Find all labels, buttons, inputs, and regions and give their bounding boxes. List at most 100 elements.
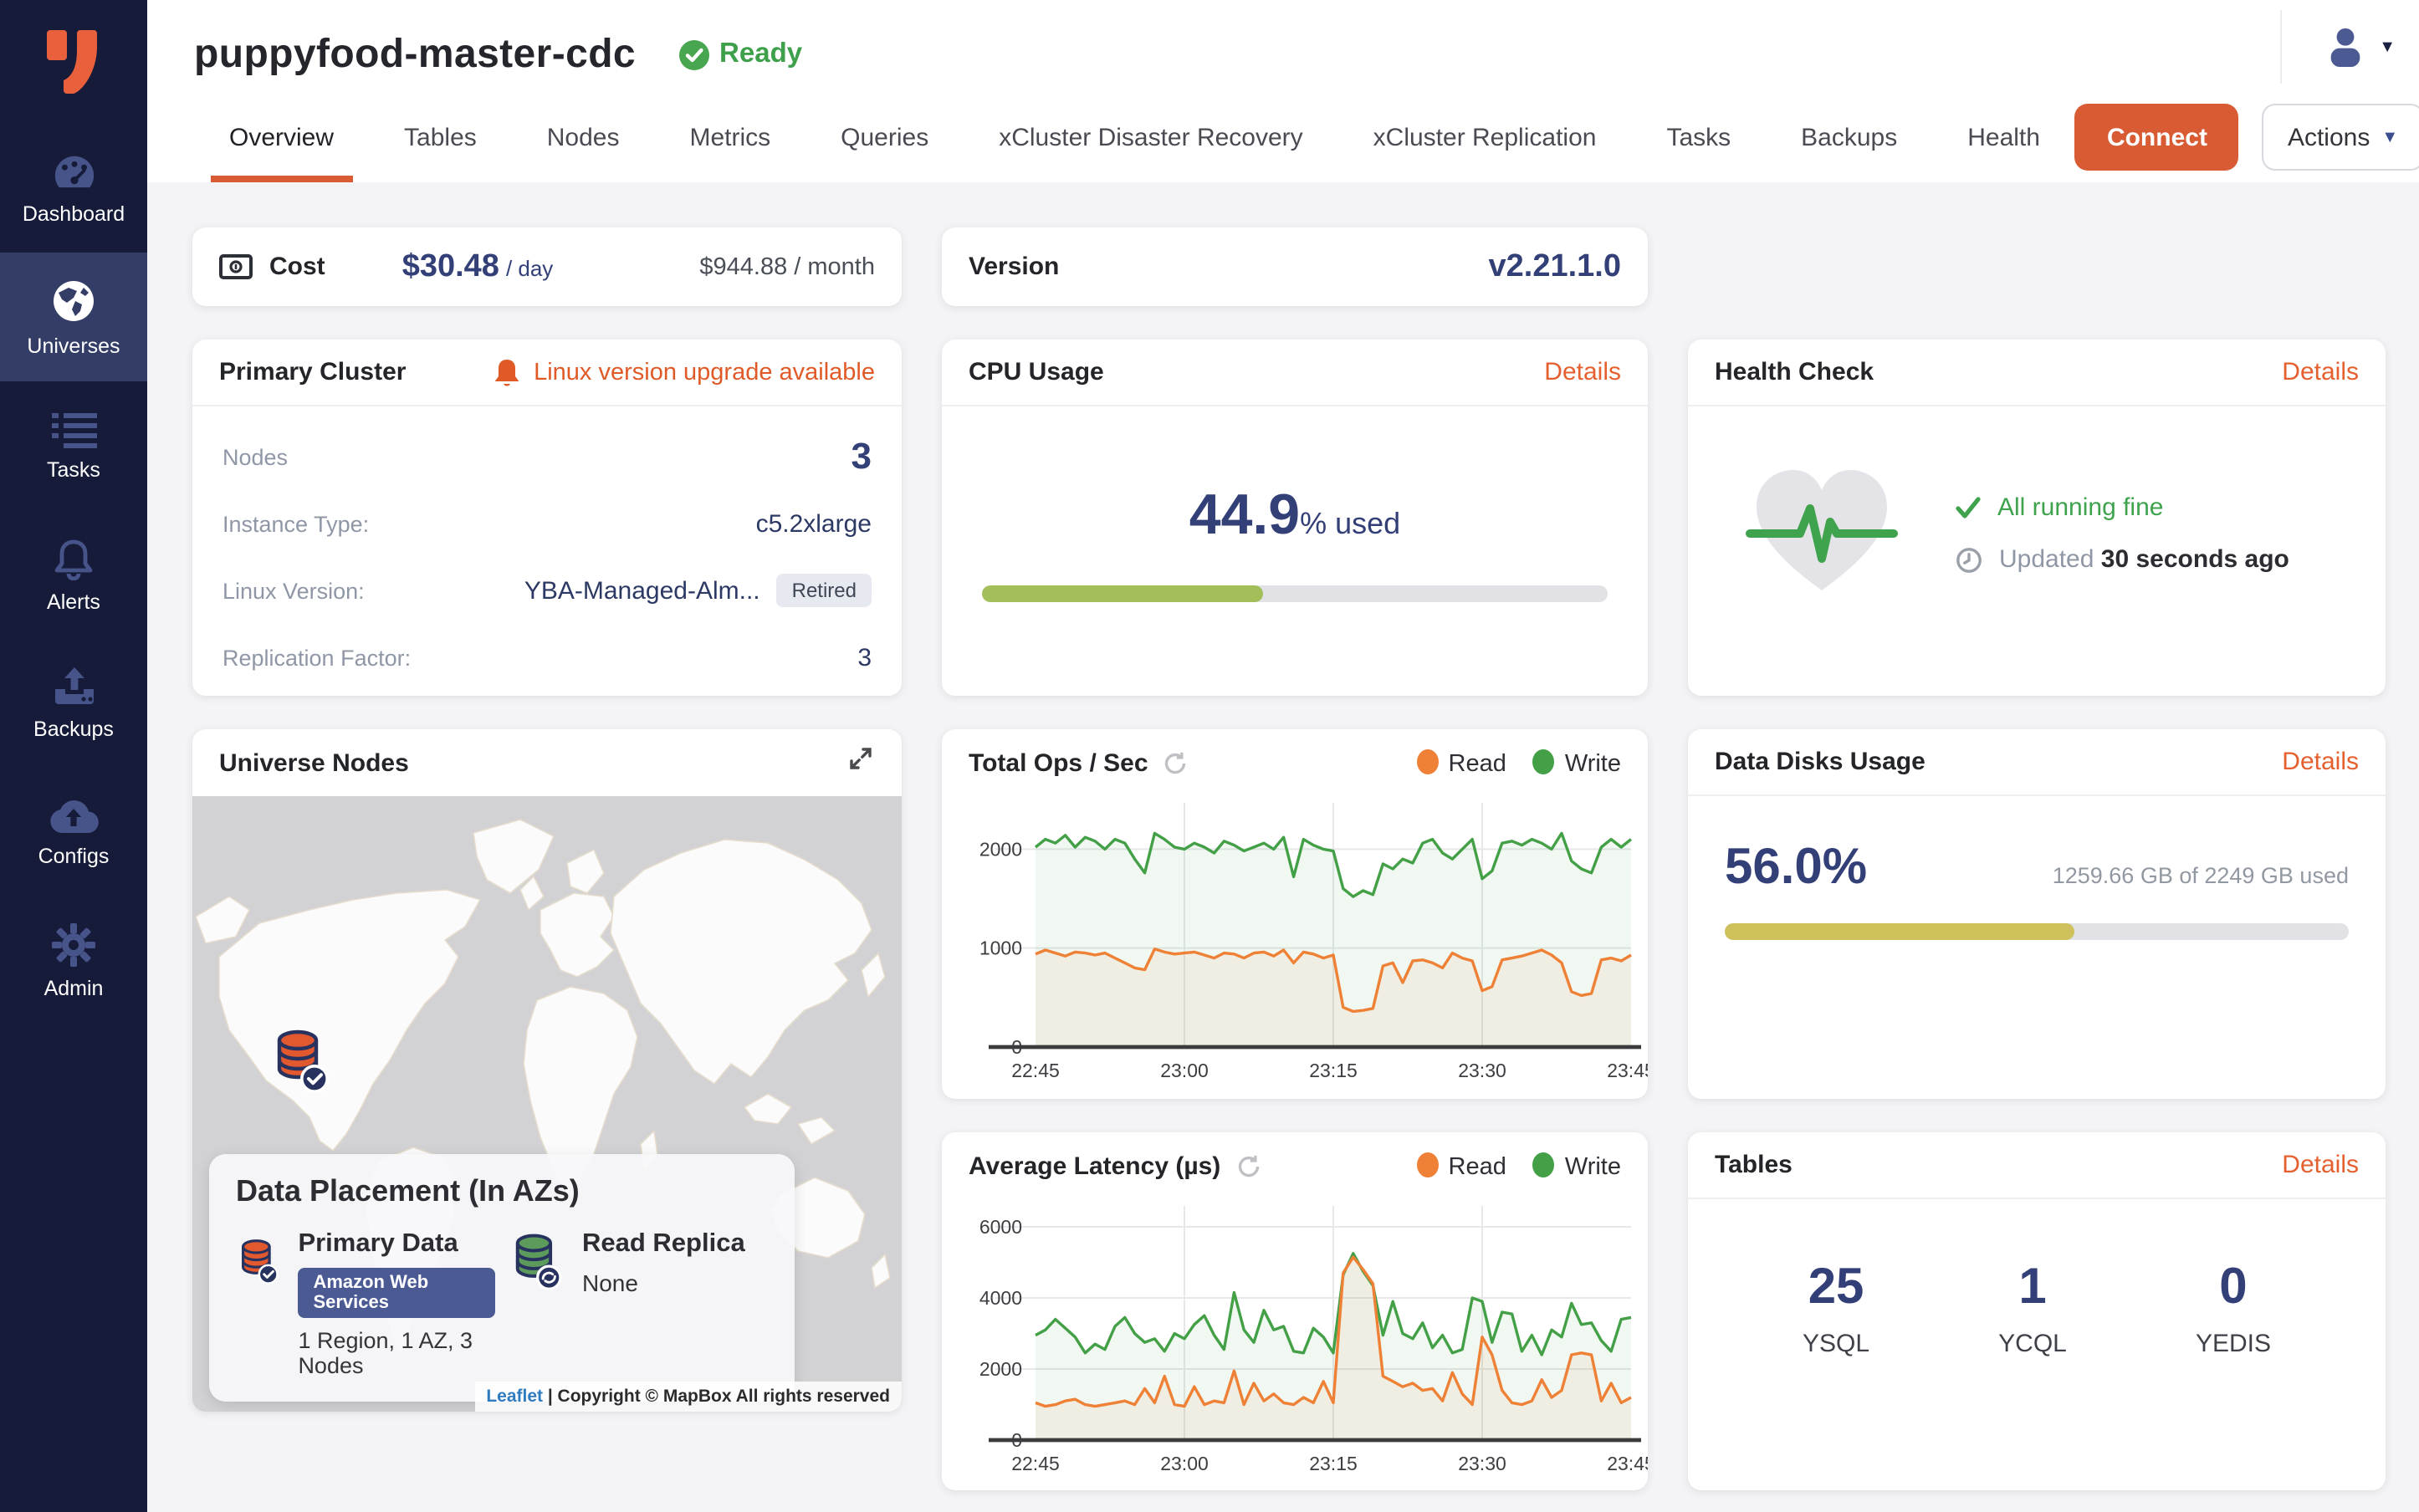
tab-health[interactable]: Health <box>1967 123 2040 151</box>
tab-xcluster-replication[interactable]: xCluster Replication <box>1373 123 1597 151</box>
aws-provider-badge: Amazon Web Services <box>298 1268 495 1318</box>
cpu-percent-suffix: % used <box>1300 507 1401 540</box>
clock-icon <box>1956 547 1982 572</box>
cpu-usage-title: CPU Usage <box>969 358 1104 386</box>
chart-legend: Read Write <box>1416 1152 1621 1180</box>
universe-nodes-header: Universe Nodes <box>192 729 902 796</box>
yugabyte-logo-icon <box>47 30 97 94</box>
banknote-icon <box>219 254 253 279</box>
cluster-row-nodes: Nodes 3 <box>222 435 872 477</box>
svg-text:22:45: 22:45 <box>1011 1453 1060 1474</box>
tables-details-link[interactable]: Details <box>2282 1151 2359 1179</box>
sidebar-item-label: Admin <box>43 976 104 999</box>
primary-cluster-header: Primary Cluster Linux version upgrade av… <box>192 340 902 406</box>
tab-metrics[interactable]: Metrics <box>689 123 771 151</box>
primary-cluster-body: Nodes 3 Instance Type: c5.2xlarge Linux … <box>192 406 902 691</box>
data-disks-header: Data Disks Usage Details <box>1688 729 2386 796</box>
primary-data-summary: 1 Region, 1 AZ, 3 Nodes <box>298 1328 473 1378</box>
sidebar-item-dashboard[interactable]: Dashboard <box>0 124 147 253</box>
primary-data-icon <box>242 1239 279 1285</box>
tab-overview[interactable]: Overview <box>194 92 369 182</box>
sidebar-item-alerts[interactable]: Alerts <box>0 510 147 639</box>
retired-badge: Retired <box>776 574 872 607</box>
version-card: Version v2.21.1.0 <box>942 227 1648 306</box>
tab-bar: Overview Tables Nodes Metrics Queries xC… <box>147 92 2419 182</box>
sidebar-item-configs[interactable]: Configs <box>0 768 147 896</box>
linux-upgrade-alert[interactable]: Linux version upgrade available <box>494 357 875 387</box>
check-circle-icon <box>679 39 710 69</box>
avg-latency-title: Average Latency (µs) <box>969 1152 1221 1180</box>
chevron-down-icon: ▼ <box>2379 38 2396 56</box>
refresh-icon[interactable] <box>1163 750 1189 775</box>
connect-button[interactable]: Connect <box>2074 104 2239 171</box>
sidebar-item-universes[interactable]: Universes <box>0 253 147 381</box>
user-menu[interactable]: ▼ <box>2280 10 2396 84</box>
tables-card: Tables Details 25 YSQL 1 YCQL 0 YEDIS <box>1688 1132 2386 1490</box>
world-map[interactable]: Data Placement (In AZs) <box>192 796 902 1412</box>
svg-text:23:30: 23:30 <box>1458 1453 1506 1474</box>
health-status-line: All running fine <box>1956 493 2289 522</box>
cluster-row-replication-factor: Replication Factor: 3 <box>222 643 872 672</box>
task-list-icon <box>51 412 96 447</box>
tables-count-yedis: 0 YEDIS <box>2195 1259 2271 1358</box>
expand-icon[interactable] <box>846 744 875 781</box>
sidebar-item-label: Dashboard <box>22 202 125 225</box>
chevron-down-icon: ▼ <box>2381 128 2399 146</box>
refresh-icon[interactable] <box>1235 1153 1261 1178</box>
tables-header: Tables Details <box>1688 1132 2386 1199</box>
svg-text:23:45: 23:45 <box>1607 1453 1648 1474</box>
cpu-usage-card: CPU Usage Details 44.9% used <box>942 340 1648 696</box>
svg-text:23:00: 23:00 <box>1160 1060 1209 1081</box>
tab-tables[interactable]: Tables <box>404 123 477 151</box>
disk-progress-track <box>1725 923 2349 940</box>
sidebar-item-label: Backups <box>33 717 114 740</box>
cloud-upload-icon <box>50 799 99 833</box>
primary-data-block: Primary Data Amazon Web Services 1 Regio… <box>236 1229 495 1378</box>
total-ops-card: Total Ops / Sec Read Write 01000200022:4… <box>942 729 1648 1099</box>
yugabyte-logo[interactable] <box>0 0 147 124</box>
sidebar-item-backups[interactable]: Backups <box>0 639 147 768</box>
disk-usage-text: 1259.66 GB of 2249 GB used <box>2052 863 2349 888</box>
total-ops-title: Total Ops / Sec <box>969 748 1148 777</box>
primary-cluster-card: Primary Cluster Linux version upgrade av… <box>192 340 902 696</box>
primary-node-marker[interactable] <box>269 1027 333 1102</box>
map-attribution: Leaflet | Copyright © MapBox All rights … <box>474 1382 902 1412</box>
health-check-card: Health Check Details All running fine <box>1688 340 2386 696</box>
tab-xcluster-dr[interactable]: xCluster Disaster Recovery <box>999 123 1303 151</box>
cpu-details-link[interactable]: Details <box>1544 358 1621 386</box>
svg-text:4000: 4000 <box>979 1287 1022 1309</box>
read-replica-block: Read Replica None <box>509 1229 768 1378</box>
bell-icon <box>54 539 93 580</box>
tab-nodes[interactable]: Nodes <box>546 123 620 151</box>
read-replica-icon <box>515 1234 562 1290</box>
tab-backups[interactable]: Backups <box>1801 123 1898 151</box>
disks-details-link[interactable]: Details <box>2282 748 2359 776</box>
svg-text:23:45: 23:45 <box>1607 1060 1648 1081</box>
primary-data-label: Primary Data <box>298 1229 458 1258</box>
health-details-link[interactable]: Details <box>2282 358 2359 386</box>
sidebar-item-label: Tasks <box>47 457 100 481</box>
bell-alert-icon <box>494 359 519 386</box>
tables-title: Tables <box>1715 1151 1793 1179</box>
actions-label: Actions <box>2287 123 2370 151</box>
actions-button[interactable]: Actions ▼ <box>2262 104 2419 171</box>
cluster-row-instance-type: Instance Type: c5.2xlarge <box>222 509 872 538</box>
title-row: puppyfood-master-cdc Ready <box>147 0 2419 92</box>
sidebar-item-admin[interactable]: Admin <box>0 896 147 1025</box>
leaflet-link[interactable]: Leaflet <box>486 1387 543 1407</box>
universe-nodes-card: Universe Nodes <box>192 729 902 1412</box>
svg-text:23:30: 23:30 <box>1458 1060 1506 1081</box>
cluster-row-linux-version: Linux Version: YBA-Managed-Alm... Retire… <box>192 557 902 624</box>
cost-card: Cost $30.48/ day $944.88 / month <box>192 227 902 306</box>
sidebar-item-tasks[interactable]: Tasks <box>0 381 147 510</box>
tab-tasks[interactable]: Tasks <box>1666 123 1731 151</box>
tab-queries[interactable]: Queries <box>841 123 929 151</box>
total-ops-header: Total Ops / Sec Read Write <box>942 729 1648 796</box>
data-placement-panel: Data Placement (In AZs) <box>209 1154 795 1402</box>
data-placement-title: Data Placement (In AZs) <box>236 1174 580 1208</box>
health-updated-label: Updated <box>1999 545 2094 574</box>
heartbeat-icon <box>1746 470 1898 590</box>
